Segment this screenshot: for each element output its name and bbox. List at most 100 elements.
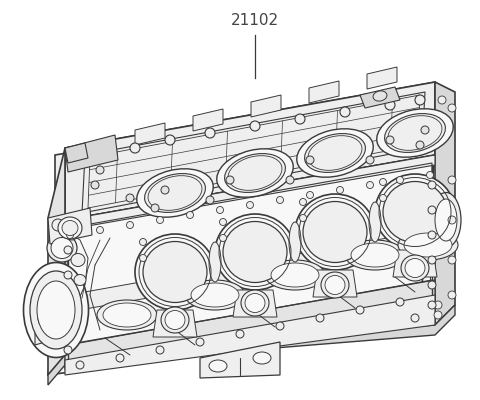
Polygon shape: [200, 342, 280, 378]
Polygon shape: [35, 290, 52, 345]
Circle shape: [428, 281, 436, 289]
Polygon shape: [360, 87, 400, 108]
Ellipse shape: [325, 276, 345, 294]
Ellipse shape: [71, 254, 85, 266]
Circle shape: [300, 198, 307, 206]
Polygon shape: [55, 90, 435, 213]
Ellipse shape: [384, 114, 445, 152]
Circle shape: [219, 218, 227, 226]
Ellipse shape: [52, 219, 64, 231]
Polygon shape: [88, 95, 420, 208]
Circle shape: [295, 114, 305, 124]
Circle shape: [428, 181, 436, 189]
Ellipse shape: [223, 222, 287, 282]
Ellipse shape: [185, 280, 245, 310]
Ellipse shape: [241, 290, 269, 316]
Ellipse shape: [245, 294, 265, 312]
Ellipse shape: [47, 234, 77, 262]
Circle shape: [64, 246, 72, 254]
Circle shape: [64, 296, 72, 304]
Circle shape: [64, 271, 72, 279]
Circle shape: [165, 135, 175, 145]
Ellipse shape: [161, 307, 189, 333]
Ellipse shape: [217, 149, 293, 197]
Circle shape: [276, 322, 284, 330]
Ellipse shape: [37, 281, 75, 339]
Circle shape: [385, 100, 395, 110]
Circle shape: [428, 231, 436, 239]
Polygon shape: [48, 305, 455, 385]
Circle shape: [116, 354, 124, 362]
Ellipse shape: [404, 233, 452, 257]
Ellipse shape: [58, 217, 82, 239]
Circle shape: [286, 176, 294, 184]
Circle shape: [434, 301, 442, 309]
Polygon shape: [313, 270, 357, 297]
Polygon shape: [309, 81, 339, 103]
Circle shape: [76, 361, 84, 369]
Circle shape: [140, 254, 146, 262]
Ellipse shape: [191, 283, 239, 307]
Ellipse shape: [398, 230, 458, 260]
Circle shape: [448, 176, 456, 184]
Circle shape: [64, 346, 72, 354]
Ellipse shape: [401, 255, 429, 281]
Circle shape: [126, 194, 134, 202]
Circle shape: [96, 226, 104, 234]
Circle shape: [196, 338, 204, 346]
Polygon shape: [48, 155, 435, 375]
Circle shape: [367, 182, 373, 188]
Ellipse shape: [375, 174, 455, 250]
Circle shape: [151, 204, 159, 212]
Polygon shape: [65, 280, 435, 370]
Ellipse shape: [271, 263, 319, 287]
Circle shape: [161, 186, 169, 194]
Polygon shape: [193, 109, 223, 131]
Ellipse shape: [143, 242, 207, 302]
Circle shape: [356, 306, 364, 314]
Circle shape: [300, 214, 307, 222]
Circle shape: [307, 192, 313, 198]
Ellipse shape: [135, 234, 215, 310]
Circle shape: [187, 212, 193, 218]
Circle shape: [448, 216, 456, 224]
Ellipse shape: [74, 274, 86, 286]
Polygon shape: [68, 230, 432, 312]
Circle shape: [366, 156, 374, 164]
Polygon shape: [48, 208, 92, 244]
Polygon shape: [233, 290, 277, 317]
Circle shape: [427, 172, 433, 178]
Ellipse shape: [51, 238, 73, 258]
Circle shape: [428, 301, 436, 309]
Ellipse shape: [24, 262, 88, 358]
Circle shape: [386, 136, 394, 144]
Ellipse shape: [321, 272, 349, 298]
Circle shape: [276, 196, 284, 204]
Ellipse shape: [297, 129, 373, 177]
Circle shape: [428, 206, 436, 214]
Circle shape: [130, 143, 140, 153]
Ellipse shape: [225, 154, 286, 192]
Circle shape: [316, 314, 324, 322]
Circle shape: [247, 202, 253, 208]
Ellipse shape: [305, 134, 365, 172]
Circle shape: [396, 298, 404, 306]
Polygon shape: [251, 95, 281, 117]
Ellipse shape: [351, 243, 399, 267]
Circle shape: [127, 222, 133, 228]
Circle shape: [206, 196, 214, 204]
Ellipse shape: [30, 271, 82, 349]
Ellipse shape: [435, 199, 457, 241]
Circle shape: [416, 141, 424, 149]
Ellipse shape: [303, 202, 367, 262]
Ellipse shape: [289, 222, 301, 262]
Polygon shape: [48, 148, 65, 375]
Circle shape: [64, 321, 72, 329]
Circle shape: [236, 330, 244, 338]
Ellipse shape: [345, 240, 405, 270]
Circle shape: [438, 96, 446, 104]
Circle shape: [91, 181, 99, 189]
Circle shape: [67, 232, 73, 238]
Ellipse shape: [215, 214, 295, 290]
Ellipse shape: [405, 258, 425, 278]
